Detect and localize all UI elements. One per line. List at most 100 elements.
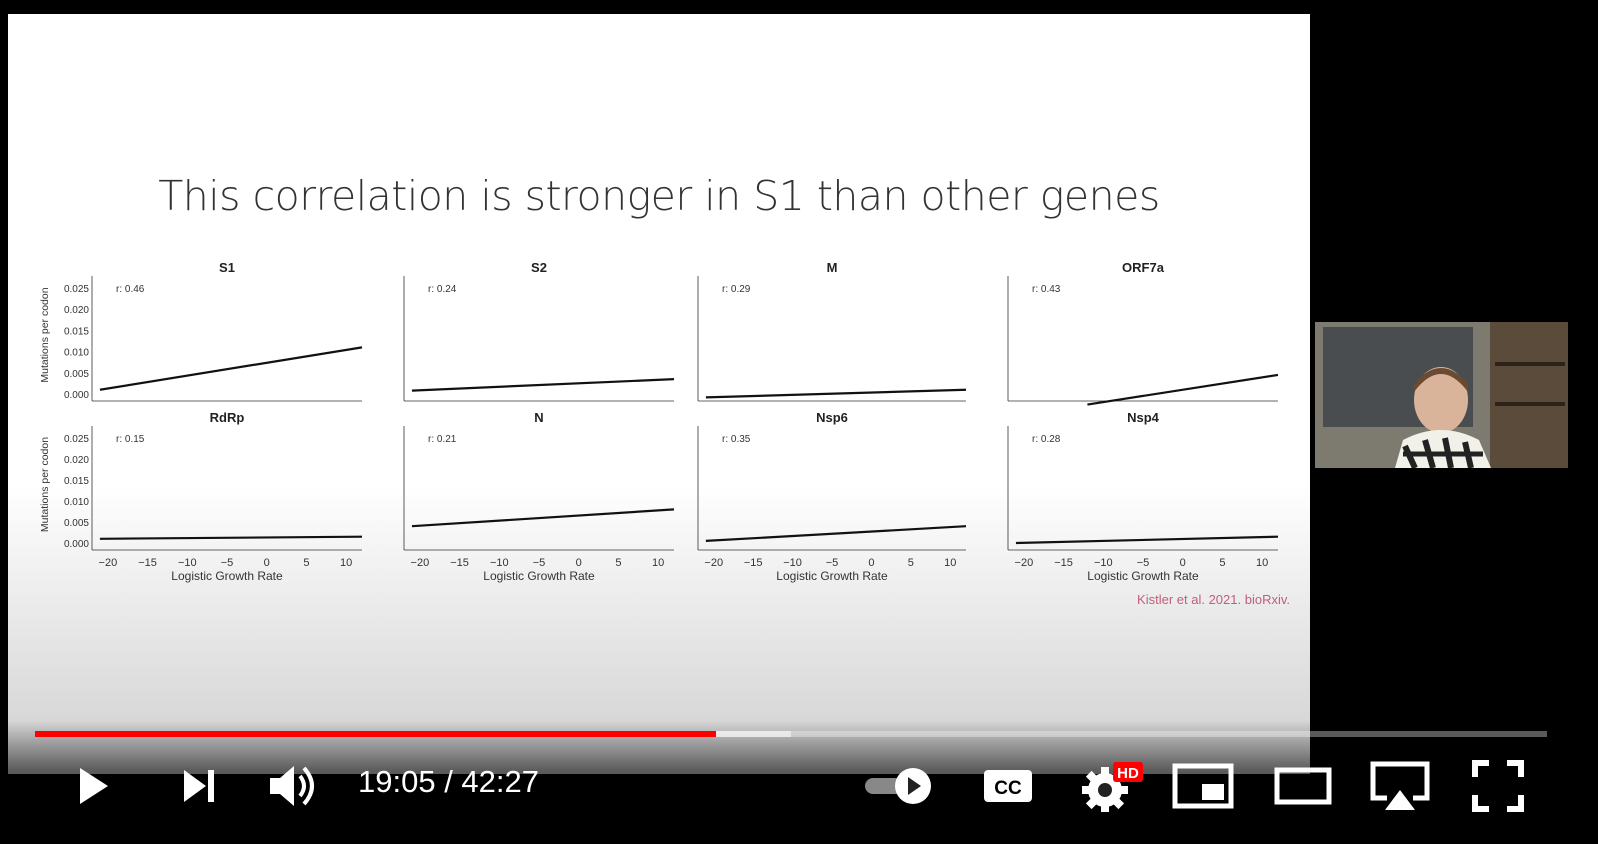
cc-icon: CC <box>984 770 1032 802</box>
progress-bar[interactable] <box>35 731 1547 737</box>
x-tick-label: 10 <box>1256 557 1268 569</box>
y-tick-label: 0.020 <box>64 305 89 316</box>
x-tick-label: −20 <box>704 557 723 569</box>
y-tick-label: 0.005 <box>64 369 89 380</box>
subtitles-button[interactable]: CC <box>978 758 1038 814</box>
volume-button[interactable] <box>262 758 326 814</box>
play-icon <box>80 768 108 804</box>
correlation-label: r: 0.29 <box>722 284 751 295</box>
x-tick-label: −15 <box>1054 557 1073 569</box>
x-tick-label: −20 <box>1015 557 1034 569</box>
x-tick-label: −10 <box>783 557 802 569</box>
correlation-label: r: 0.21 <box>428 434 457 445</box>
trend-line <box>705 388 967 399</box>
chart-grid: S1 r: 0.46 0.000 0.005 0.010 0.015 0.020 0.025 M… <box>39 260 1279 583</box>
y-tick-label: 0.005 <box>64 518 89 529</box>
y-axis-label: Mutations per codon <box>39 287 51 382</box>
x-axis-label: Logistic Growth Rate <box>483 569 595 583</box>
correlation-label: r: 0.15 <box>116 434 145 445</box>
panel-title: ORF7a <box>1122 260 1165 275</box>
theater-mode-button[interactable] <box>1268 758 1338 814</box>
x-tick-label: 5 <box>303 557 309 569</box>
panel-title: M <box>827 260 838 275</box>
citation: Kistler et al. 2021. bioRxiv. <box>1137 592 1290 607</box>
y-tick-label: 0.010 <box>64 497 89 508</box>
time-display: 19:05 / 42:27 <box>358 764 539 799</box>
y-tick-label: 0.020 <box>64 455 89 466</box>
played-bar <box>35 731 716 737</box>
x-tick-label: 0 <box>576 557 582 569</box>
autoplay-toggle-icon <box>865 768 931 804</box>
x-axis-label: Logistic Growth Rate <box>1087 569 1199 583</box>
trend-line <box>99 346 363 391</box>
panel-title: Nsp6 <box>816 410 848 425</box>
miniplayer-icon <box>1172 763 1234 809</box>
panel-title: RdRp <box>210 410 245 425</box>
volume-icon <box>270 766 314 806</box>
theater-icon <box>1274 767 1332 805</box>
x-tick-label: −10 <box>178 557 197 569</box>
fullscreen-button[interactable] <box>1466 758 1530 814</box>
slide-title: This correlation is stronger in S1 than … <box>158 172 1160 220</box>
x-tick-label: 5 <box>1219 557 1225 569</box>
x-tick-label: −5 <box>1137 557 1150 569</box>
x-tick-label: −20 <box>411 557 430 569</box>
x-tick-label: 10 <box>652 557 664 569</box>
y-tick-label: 0.010 <box>64 348 89 359</box>
trend-line <box>411 508 675 528</box>
autoplay-toggle[interactable] <box>862 758 936 814</box>
correlation-label: r: 0.46 <box>116 284 145 295</box>
x-tick-label: 0 <box>1180 557 1186 569</box>
next-icon <box>184 770 214 802</box>
y-tick-label: 0.000 <box>64 390 89 401</box>
y-tick-label: 0.015 <box>64 326 89 337</box>
y-tick-label: 0.015 <box>64 476 89 487</box>
y-tick-label: 0.025 <box>64 284 89 295</box>
panel-title: S2 <box>531 260 547 275</box>
y-axis-label: Mutations per codon <box>39 437 51 532</box>
x-tick-label: −15 <box>744 557 763 569</box>
x-tick-label: −15 <box>138 557 157 569</box>
x-tick-label: 0 <box>868 557 874 569</box>
y-tick-label: 0.025 <box>64 434 89 445</box>
x-tick-label: −10 <box>490 557 509 569</box>
settings-button[interactable]: HD <box>1078 758 1146 814</box>
correlation-label: r: 0.24 <box>428 284 457 295</box>
x-tick-label: −20 <box>99 557 118 569</box>
miniplayer-button[interactable] <box>1168 758 1238 814</box>
correlation-label: r: 0.43 <box>1032 284 1061 295</box>
trend-line <box>1015 535 1279 545</box>
x-axis-label: Logistic Growth Rate <box>171 569 283 583</box>
x-tick-label: 5 <box>615 557 621 569</box>
presentation-slide: This correlation is stronger in S1 than … <box>8 14 1310 774</box>
svg-text:CC: CC <box>994 778 1022 799</box>
hd-badge-label: HD <box>1117 765 1139 782</box>
x-tick-label: −5 <box>826 557 839 569</box>
correlation-label: r: 0.28 <box>1032 434 1061 445</box>
next-button[interactable] <box>170 758 226 814</box>
settings-icon: HD <box>1082 762 1143 812</box>
play-button[interactable] <box>60 758 124 814</box>
x-tick-label: −5 <box>221 557 234 569</box>
x-axis-label: Logistic Growth Rate <box>776 569 888 583</box>
trend-line <box>705 525 967 542</box>
airplay-button[interactable] <box>1365 758 1435 814</box>
panel-title: Nsp4 <box>1127 410 1160 425</box>
trend-line <box>411 378 675 392</box>
hd-badge <box>1113 762 1143 782</box>
presenter-webcam <box>1315 322 1568 468</box>
x-tick-label: 10 <box>944 557 956 569</box>
x-tick-label: −15 <box>450 557 469 569</box>
panel-title: S1 <box>219 260 235 275</box>
x-tick-label: −5 <box>533 557 546 569</box>
x-tick-label: −10 <box>1094 557 1113 569</box>
correlation-label: r: 0.35 <box>722 434 751 445</box>
trend-line <box>1087 373 1279 406</box>
y-tick-label: 0.000 <box>64 539 89 550</box>
panel-title: N <box>534 410 543 425</box>
player-controls <box>0 720 1598 844</box>
x-tick-label: 5 <box>908 557 914 569</box>
trend-line <box>99 535 363 540</box>
x-tick-label: 0 <box>264 557 270 569</box>
